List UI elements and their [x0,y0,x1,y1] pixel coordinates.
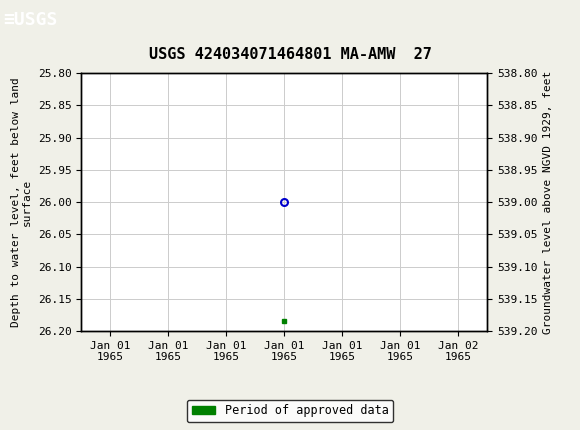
Legend: Period of approved data: Period of approved data [187,399,393,422]
Y-axis label: Depth to water level, feet below land
surface: Depth to water level, feet below land su… [10,77,32,327]
Y-axis label: Groundwater level above NGVD 1929, feet: Groundwater level above NGVD 1929, feet [543,71,553,334]
Text: USGS 424034071464801 MA-AMW  27: USGS 424034071464801 MA-AMW 27 [148,47,432,62]
Text: ≡USGS: ≡USGS [3,12,57,29]
